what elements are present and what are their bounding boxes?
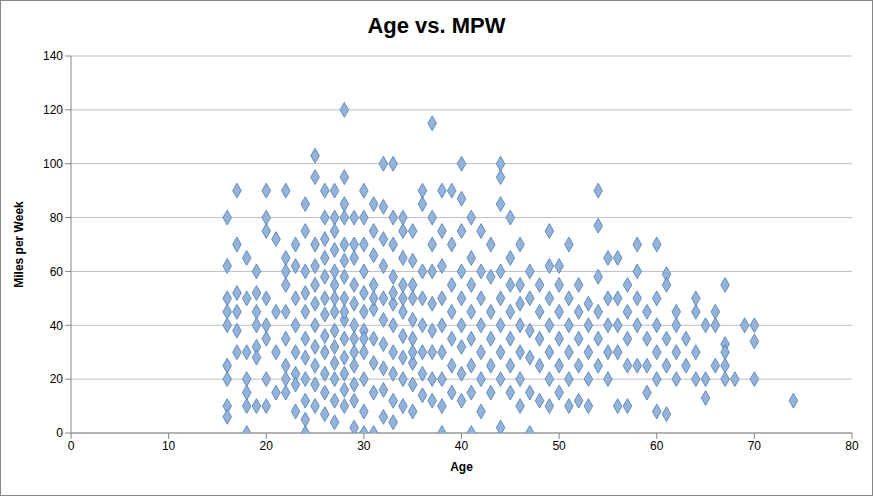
svg-text:40: 40 [50, 319, 64, 333]
svg-text:80: 80 [845, 439, 859, 453]
svg-text:70: 70 [748, 439, 762, 453]
svg-text:140: 140 [43, 49, 63, 63]
svg-text:Miles per Week: Miles per Week [12, 201, 26, 288]
svg-text:80: 80 [50, 211, 64, 225]
svg-text:60: 60 [650, 439, 664, 453]
html-text:Age vs. MPW: Age vs. MPW [367, 13, 506, 38]
svg-text:20: 20 [260, 439, 274, 453]
svg-text:Age: Age [450, 460, 473, 474]
svg-text:0: 0 [68, 439, 75, 453]
svg-text:100: 100 [43, 157, 63, 171]
svg-text:120: 120 [43, 103, 63, 117]
svg-text:60: 60 [50, 265, 64, 279]
svg-text:40: 40 [455, 439, 469, 453]
svg-text:50: 50 [552, 439, 566, 453]
svg-text:30: 30 [357, 439, 371, 453]
svg-text:20: 20 [50, 372, 64, 386]
svg-text:0: 0 [56, 426, 63, 440]
svg-text:10: 10 [162, 439, 176, 453]
